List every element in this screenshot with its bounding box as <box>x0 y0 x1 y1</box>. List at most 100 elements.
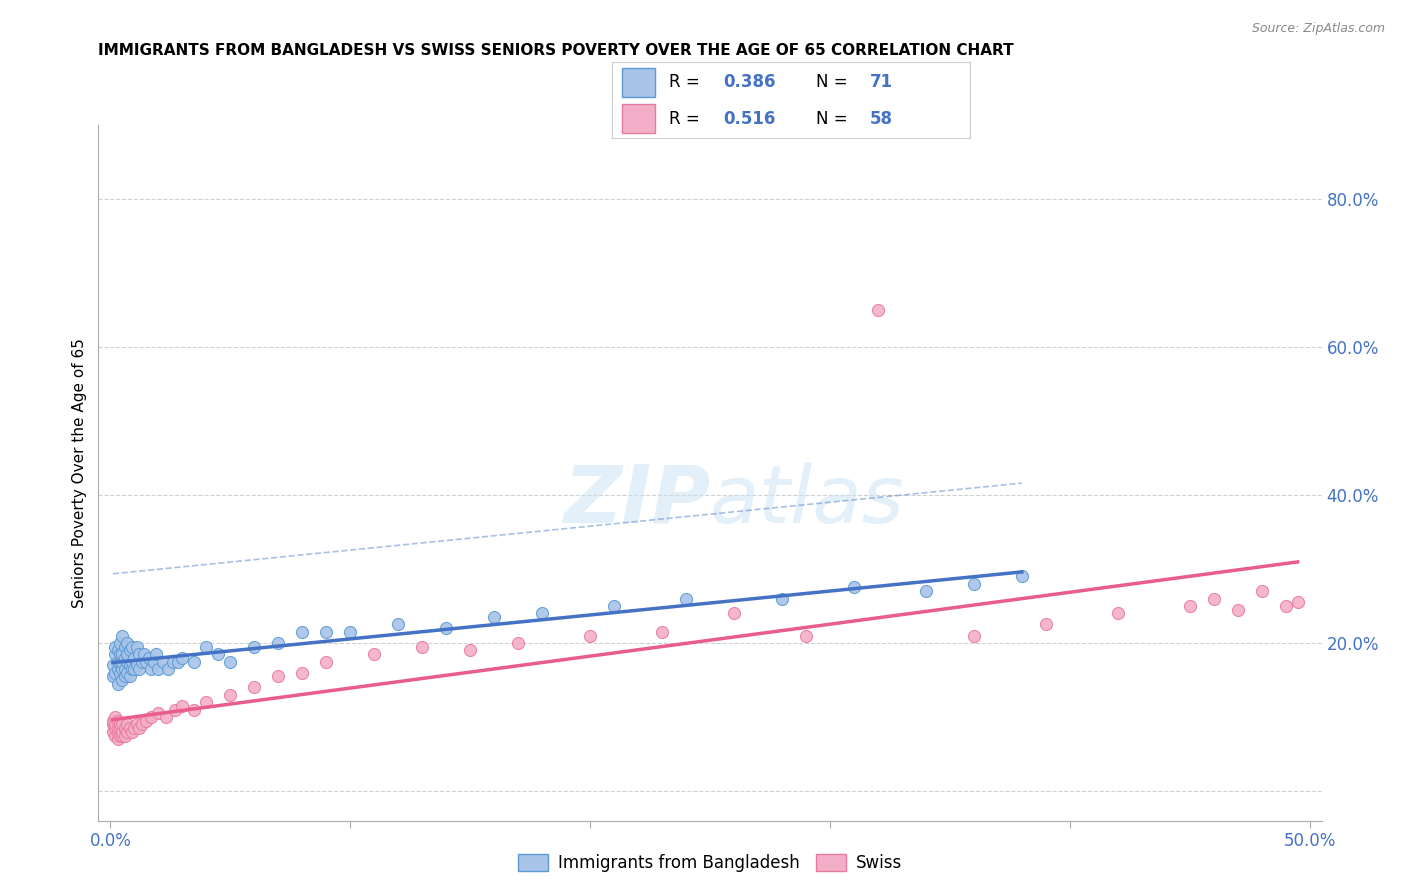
Point <box>124 662 146 676</box>
Point <box>114 669 136 683</box>
Point <box>111 662 134 676</box>
Point <box>108 655 131 669</box>
Point <box>121 662 143 676</box>
Point <box>111 673 134 687</box>
Point <box>104 710 127 724</box>
Point <box>111 629 134 643</box>
Point <box>101 724 124 739</box>
Point <box>141 662 163 676</box>
FancyBboxPatch shape <box>623 104 655 133</box>
Point <box>145 647 167 661</box>
Point <box>115 647 138 661</box>
Point <box>1011 569 1033 583</box>
Point <box>172 698 194 713</box>
Point <box>132 647 155 661</box>
Point <box>723 607 745 621</box>
Point <box>108 721 131 735</box>
Point <box>104 665 127 680</box>
FancyBboxPatch shape <box>623 68 655 96</box>
Point <box>156 662 179 676</box>
Point <box>155 710 177 724</box>
Point <box>124 650 146 665</box>
Point <box>104 721 127 735</box>
Point <box>107 643 129 657</box>
Point <box>104 717 127 731</box>
Point <box>115 665 138 680</box>
Point <box>172 650 194 665</box>
Point <box>121 724 143 739</box>
Point <box>115 655 138 669</box>
Point <box>107 676 129 690</box>
Point <box>115 636 138 650</box>
Point <box>794 629 817 643</box>
Point <box>111 655 134 669</box>
Point <box>508 636 530 650</box>
Point <box>101 714 124 728</box>
Point <box>128 647 150 661</box>
Point <box>963 576 986 591</box>
Point <box>195 695 218 709</box>
Point <box>128 662 150 676</box>
Point <box>603 599 626 613</box>
Point <box>315 624 337 639</box>
Y-axis label: Seniors Poverty Over the Age of 65: Seniors Poverty Over the Age of 65 <box>72 338 87 607</box>
Point <box>115 724 138 739</box>
Text: R =: R = <box>669 73 704 91</box>
Point <box>118 669 141 683</box>
Point <box>387 617 409 632</box>
Point <box>651 624 673 639</box>
Point <box>108 729 131 743</box>
Point <box>118 721 141 735</box>
Point <box>1226 603 1249 617</box>
Point <box>118 658 141 673</box>
Point <box>675 591 697 606</box>
Point <box>1178 599 1201 613</box>
Text: Source: ZipAtlas.com: Source: ZipAtlas.com <box>1251 22 1385 36</box>
Point <box>219 688 242 702</box>
Point <box>128 721 150 735</box>
Point <box>104 647 127 661</box>
Text: 58: 58 <box>870 110 893 128</box>
Point <box>411 640 433 654</box>
Text: N =: N = <box>815 73 853 91</box>
Text: R =: R = <box>669 110 704 128</box>
Point <box>131 717 153 731</box>
Point <box>111 724 134 739</box>
Point <box>267 636 290 650</box>
Point <box>148 662 170 676</box>
Point <box>1286 595 1309 609</box>
Point <box>108 647 131 661</box>
Point <box>104 729 127 743</box>
Point <box>162 655 184 669</box>
Point <box>434 621 457 635</box>
Point <box>842 581 865 595</box>
Point <box>125 717 148 731</box>
Text: N =: N = <box>815 110 853 128</box>
Point <box>207 647 229 661</box>
Point <box>114 640 136 654</box>
Point <box>531 607 554 621</box>
Point <box>107 721 129 735</box>
Point <box>108 717 131 731</box>
Text: 71: 71 <box>870 73 893 91</box>
Point <box>107 732 129 747</box>
Legend: Immigrants from Bangladesh, Swiss: Immigrants from Bangladesh, Swiss <box>510 847 910 879</box>
Point <box>219 655 242 669</box>
Point <box>101 658 124 673</box>
Text: 0.386: 0.386 <box>723 73 775 91</box>
Point <box>125 640 148 654</box>
Point <box>135 655 157 669</box>
Point <box>125 658 148 673</box>
Point <box>458 643 481 657</box>
Point <box>291 624 314 639</box>
Point <box>963 629 986 643</box>
Point <box>108 665 131 680</box>
Point <box>141 710 163 724</box>
Point <box>291 665 314 680</box>
Text: atlas: atlas <box>710 461 905 540</box>
Point <box>1202 591 1225 606</box>
Point <box>183 703 205 717</box>
Point <box>579 629 602 643</box>
Point <box>195 640 218 654</box>
Text: IMMIGRANTS FROM BANGLADESH VS SWISS SENIORS POVERTY OVER THE AGE OF 65 CORRELATI: IMMIGRANTS FROM BANGLADESH VS SWISS SENI… <box>98 43 1014 58</box>
